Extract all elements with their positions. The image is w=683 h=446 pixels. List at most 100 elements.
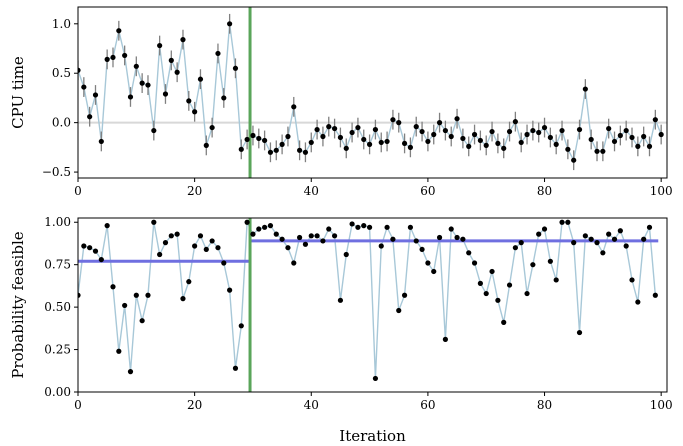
probability-feasible-data-point bbox=[162, 240, 169, 246]
probability-feasible-data-point bbox=[466, 250, 472, 256]
cpu-time-data-point bbox=[431, 131, 437, 138]
probability-feasible-data-point bbox=[221, 260, 227, 266]
probability-feasible-data-point bbox=[337, 297, 344, 303]
cpu-time-data-point bbox=[582, 86, 588, 92]
probability-feasible-data-point bbox=[401, 292, 408, 298]
probability-feasible-xtick-label: 40 bbox=[304, 398, 319, 412]
probability-feasible-data-point bbox=[652, 292, 658, 298]
cpu-time-data-point bbox=[256, 135, 262, 142]
iteration-xlabel: Iteration bbox=[339, 427, 406, 445]
cpu-time-data-point bbox=[477, 137, 483, 144]
probability-feasible-data-point bbox=[378, 243, 384, 249]
probability-feasible-data-point bbox=[133, 292, 139, 298]
cpu-time-data-point bbox=[553, 141, 559, 147]
cpu-time-data-point bbox=[600, 148, 606, 154]
cpu-time-data-point bbox=[372, 126, 379, 133]
cpu-time-data-point bbox=[162, 91, 169, 97]
probability-feasible-data-point bbox=[407, 224, 414, 230]
cpu-time-data-point bbox=[530, 127, 536, 134]
probability-feasible-data-point bbox=[384, 224, 390, 230]
probability-feasible-data-point bbox=[244, 219, 250, 225]
cpu-time-data-point bbox=[536, 129, 542, 136]
probability-feasible-data-point bbox=[565, 219, 571, 225]
cpu-time-data-point bbox=[576, 126, 583, 133]
probability-feasible-data-point bbox=[530, 262, 536, 268]
probability-feasible-data-point bbox=[256, 226, 262, 232]
cpu-time-data-point bbox=[390, 117, 396, 123]
probability-feasible-ytick-label: 0.25 bbox=[44, 343, 71, 357]
probability-feasible-data-point bbox=[571, 240, 577, 246]
probability-feasible-data-point bbox=[122, 302, 128, 309]
probability-feasible-data-point bbox=[641, 236, 647, 242]
probability-feasible-data-point bbox=[180, 296, 186, 302]
probability-feasible-data-point bbox=[512, 245, 518, 251]
probability-feasible-data-point bbox=[629, 277, 635, 283]
cpu-time-data-point bbox=[320, 133, 326, 140]
cpu-time-panel: 0 20 40 60 80 100 −0.5 0.0 0.5 1.0 CPU time bbox=[9, 6, 673, 198]
probability-feasible-data-point bbox=[273, 231, 279, 237]
cpu-time-ytick-label: 0.5 bbox=[52, 66, 71, 80]
probability-feasible-data-point bbox=[600, 250, 606, 256]
cpu-time-data-point bbox=[331, 125, 338, 132]
probability-feasible-data-point bbox=[635, 299, 641, 305]
cpu-time-data-point bbox=[291, 104, 297, 110]
cpu-time-data-point bbox=[273, 147, 279, 153]
cpu-time-data-point bbox=[326, 124, 332, 130]
cpu-time-xtick-label: 60 bbox=[420, 184, 435, 198]
cpu-time-data-point bbox=[641, 133, 647, 140]
probability-feasible-data-point bbox=[582, 233, 588, 239]
cpu-time-data-point bbox=[203, 142, 209, 148]
probability-feasible-frame bbox=[77, 217, 668, 393]
probability-feasible-data-point bbox=[285, 245, 291, 251]
probability-feasible-data-point bbox=[331, 233, 338, 239]
cpu-time-data-point bbox=[92, 92, 99, 98]
probability-feasible-data-point bbox=[611, 236, 618, 242]
probability-feasible-data-point bbox=[308, 233, 314, 239]
probability-feasible-data-point bbox=[419, 246, 425, 253]
probability-feasible-data-point bbox=[413, 238, 419, 244]
cpu-time-plot-area bbox=[78, 7, 667, 178]
probability-feasible-data-point bbox=[78, 292, 81, 298]
probability-feasible-data-point bbox=[349, 221, 355, 227]
cpu-time-data-point bbox=[180, 37, 186, 43]
cpu-time-data-point bbox=[489, 128, 495, 135]
cpu-time-data-point bbox=[337, 134, 344, 141]
probability-feasible-data-point bbox=[186, 279, 192, 285]
cpu-time-data-point bbox=[559, 127, 565, 134]
probability-feasible-data-point bbox=[279, 236, 285, 242]
probability-feasible-xtick-label: 100 bbox=[650, 398, 673, 412]
cpu-time-data-point bbox=[541, 124, 548, 131]
cpu-time-data-point bbox=[646, 143, 653, 149]
probability-feasible-data-point bbox=[547, 258, 553, 264]
probability-feasible-data-point bbox=[366, 224, 373, 230]
probability-feasible-data-point bbox=[157, 251, 163, 258]
cpu-time-data-point bbox=[314, 126, 320, 133]
probability-feasible-data-point bbox=[98, 256, 104, 263]
probability-feasible-data-point bbox=[576, 329, 583, 336]
probability-feasible-data-point bbox=[343, 251, 349, 258]
probability-feasible-data-point bbox=[524, 290, 530, 297]
probability-feasible-data-point bbox=[442, 336, 448, 342]
cpu-time-data-point bbox=[221, 95, 227, 101]
probability-feasible-data-point bbox=[104, 223, 110, 229]
cpu-time-data-point bbox=[460, 135, 466, 142]
cpu-time-xtick-label: 40 bbox=[304, 184, 319, 198]
probability-feasible-data-point bbox=[425, 260, 431, 266]
cpu-time-data-point bbox=[215, 50, 221, 57]
probability-feasible-data-point bbox=[617, 228, 623, 234]
probability-feasible-ticks: 0 20 40 60 80 100 0.00 0.25 0.50 0.75 1.00 bbox=[44, 215, 672, 412]
probability-feasible-ytick-label: 0.50 bbox=[44, 300, 71, 314]
cpu-time-data-point bbox=[471, 131, 478, 138]
probability-feasible-data-point bbox=[471, 260, 478, 266]
probability-feasible-xtick-label: 0 bbox=[74, 398, 82, 412]
cpu-time-data-point bbox=[232, 65, 239, 71]
cpu-time-data-point bbox=[524, 131, 530, 138]
probability-feasible-data-point bbox=[483, 290, 489, 297]
cpu-time-data-point bbox=[174, 69, 180, 75]
cpu-time-data-point bbox=[186, 98, 192, 104]
cpu-time-data-point bbox=[98, 138, 104, 145]
cpu-time-data-point bbox=[250, 132, 256, 139]
cpu-time-ticks: 0 20 40 60 80 100 −0.5 0.0 0.5 1.0 bbox=[42, 17, 673, 198]
cpu-time-ytick-label: −0.5 bbox=[42, 165, 71, 179]
cpu-time-frame bbox=[77, 6, 668, 179]
